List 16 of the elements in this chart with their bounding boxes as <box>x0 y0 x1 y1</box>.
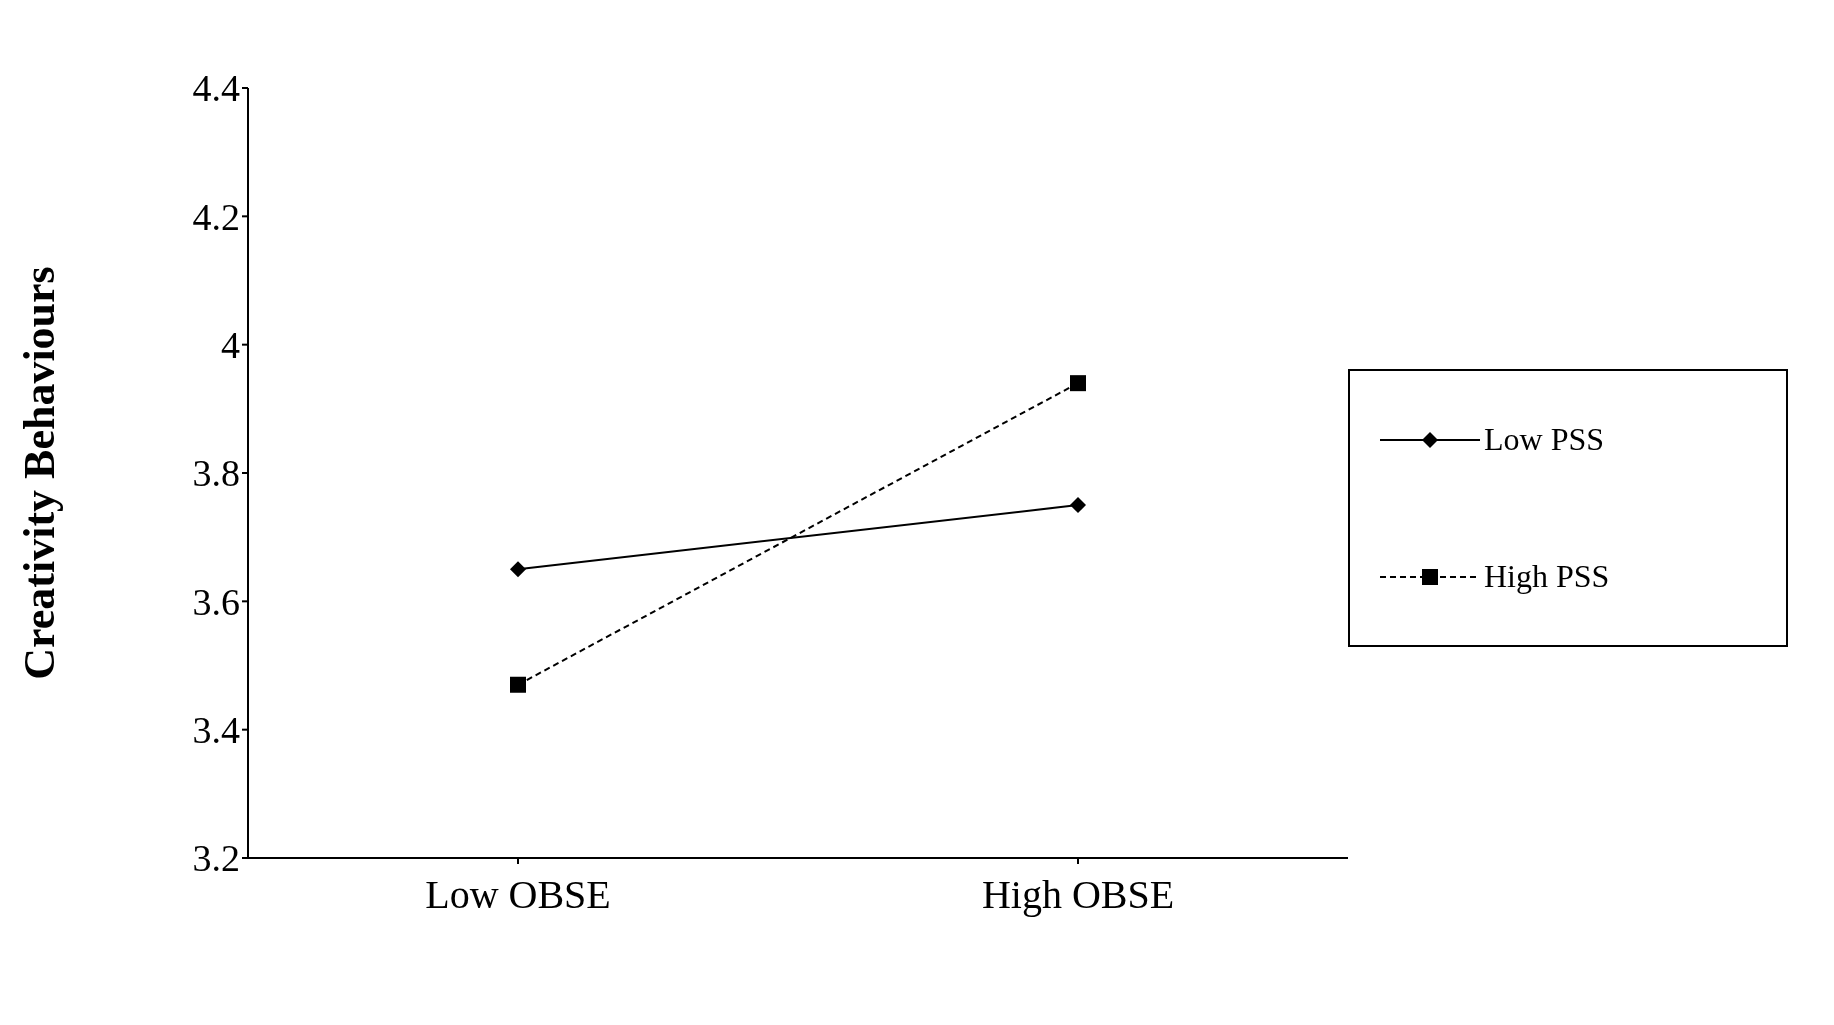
y-tick-label: 4.2 <box>192 195 240 238</box>
y-tick-label: 3.6 <box>192 580 240 623</box>
y-tick-label: 4.4 <box>192 67 240 110</box>
point <box>1070 375 1086 392</box>
point <box>510 561 526 578</box>
legend-label: Low PSS <box>1484 421 1605 458</box>
legend-label: High PSS <box>1484 558 1610 595</box>
y-tick-label: 4 <box>221 324 240 367</box>
point <box>510 676 526 693</box>
y-tick-label: 3.8 <box>192 452 240 495</box>
x-tick-label: High OBSE <box>981 872 1175 918</box>
y-tick-label: 3.2 <box>192 837 240 880</box>
y-axis-title: Creativity Behaviours <box>14 266 64 680</box>
x-tick-label: Low OBSE <box>425 872 611 918</box>
y-tick-label: 3.4 <box>192 709 240 752</box>
point <box>1070 497 1086 514</box>
